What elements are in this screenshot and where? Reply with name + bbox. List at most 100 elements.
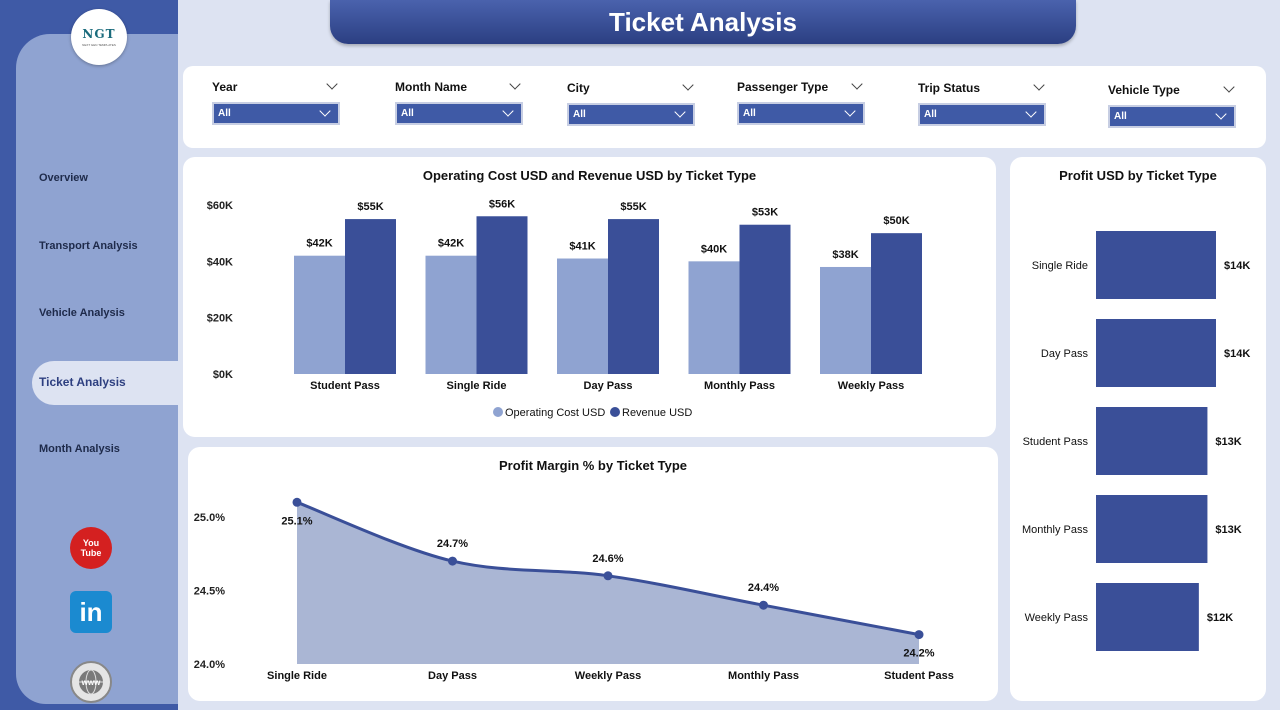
chevron-down-icon: [502, 105, 514, 117]
data-point: [292, 497, 302, 507]
filter-year-label: Year: [212, 80, 238, 94]
bar: [476, 216, 528, 374]
bar-data-label: $55K: [620, 201, 646, 213]
linkedin-icon[interactable]: in: [70, 591, 112, 633]
filter-vehicle-type: Vehicle Type All: [1108, 81, 1236, 128]
chevron-down-icon[interactable]: [1033, 79, 1045, 91]
bar: [1096, 231, 1216, 299]
filter-year-value: All: [218, 108, 231, 119]
bar-data-label: $42K: [306, 238, 332, 250]
bar-data-label: $12K: [1207, 612, 1233, 624]
data-point: [603, 571, 613, 581]
data-point: [448, 556, 457, 566]
bar-data-label: $50K: [883, 215, 909, 227]
bar: [871, 233, 922, 374]
bar-data-label: $55K: [357, 201, 383, 213]
x-axis-category-label: Monthly Pass: [704, 380, 775, 392]
filter-city: City All: [567, 79, 695, 126]
bar: [425, 255, 477, 374]
y-axis-tick-label: $0K: [213, 369, 233, 381]
filter-trip-status-dropdown[interactable]: All: [918, 103, 1046, 126]
y-axis-category-label: Monthly Pass: [1022, 524, 1089, 536]
filter-city-dropdown[interactable]: All: [567, 103, 695, 126]
x-axis-category-label: Single Ride: [447, 380, 507, 392]
bar-data-label: $42K: [438, 238, 464, 250]
chevron-down-icon: [1025, 106, 1037, 118]
x-axis-category-label: Day Pass: [428, 670, 477, 682]
filter-trip-status-label: Trip Status: [918, 81, 981, 95]
chevron-down-icon[interactable]: [509, 78, 521, 90]
profit-margin-card: Profit Margin % by Ticket Type 24.0% 24.5…: [188, 447, 998, 701]
y-axis-tick-label: 25.0%: [194, 512, 225, 524]
y-axis-category-label: Student Pass: [1023, 436, 1089, 448]
bar: [557, 258, 608, 374]
chevron-down-icon[interactable]: [682, 79, 694, 91]
y-axis-tick-label: 24.5%: [194, 586, 225, 598]
bar: [1096, 583, 1199, 651]
y-axis-category-label: Day Pass: [1041, 348, 1089, 360]
web-icon-text: www: [81, 678, 101, 687]
linkedin-icon-text: in: [79, 596, 103, 627]
nav-item-transport-analysis[interactable]: Transport Analysis: [39, 240, 138, 252]
filter-passenger-type-label: Passenger Type: [737, 80, 829, 94]
y-axis-category-label: Single Ride: [1032, 260, 1088, 272]
cost-revenue-chart-title: Operating Cost USD and Revenue USD by Ti…: [422, 168, 757, 183]
data-label: 25.1%: [281, 515, 312, 527]
data-label: 24.4%: [748, 582, 779, 594]
filter-month-name-dropdown[interactable]: All: [395, 102, 523, 125]
bar-data-label: $14K: [1224, 348, 1250, 360]
logo-text: NGT: [82, 27, 116, 41]
data-point: [914, 630, 924, 640]
nav-item-ticket-analysis[interactable]: Ticket Analysis: [39, 375, 126, 389]
chevron-down-icon: [674, 106, 686, 118]
filter-vehicle-type-value: All: [1114, 111, 1127, 122]
profit-margin-chart: 24.0% 24.5% 25.0% 25.1% Single Ride 24.7% Day …: [194, 497, 954, 682]
data-label: 24.6%: [592, 553, 623, 565]
filter-trip-status: Trip Status All: [918, 79, 1046, 126]
chevron-down-icon[interactable]: [326, 78, 338, 90]
logo-subtitle: NEXT GEN TEMPLATES: [82, 43, 116, 47]
filter-year-dropdown[interactable]: All: [212, 102, 340, 125]
nav-item-overview[interactable]: Overview: [39, 172, 88, 184]
globe-icon[interactable]: www: [70, 661, 112, 703]
y-axis-tick-label: $40K: [207, 256, 233, 268]
youtube-icon-text-top: You: [82, 538, 100, 548]
filter-month-name: Month Name All: [395, 78, 523, 125]
x-axis-category-label: Monthly Pass: [728, 670, 799, 682]
bar: [608, 219, 659, 374]
nav-item-month-analysis[interactable]: Month Analysis: [39, 443, 120, 455]
profit-chart-title: Profit USD by Ticket Type: [1059, 168, 1217, 183]
chevron-down-icon[interactable]: [851, 78, 863, 90]
youtube-icon-text-bottom: Tube: [80, 548, 102, 558]
globe-icon-graphic: www: [79, 669, 103, 695]
filter-passenger-type-dropdown[interactable]: All: [737, 102, 865, 125]
bar: [1096, 319, 1216, 387]
filter-city-label: City: [567, 81, 590, 95]
youtube-icon[interactable]: You Tube: [70, 527, 112, 569]
legend-label: Revenue USD: [622, 407, 692, 419]
x-axis-category-label: Student Pass: [884, 670, 954, 682]
filter-vehicle-type-label: Vehicle Type: [1108, 83, 1180, 97]
bar-data-label: $53K: [752, 207, 778, 219]
filter-year: Year All: [212, 78, 340, 125]
bar-data-label: $56K: [489, 198, 515, 210]
x-axis-category-label: Single Ride: [267, 670, 327, 682]
cost-revenue-chart: $0K $20K $40K $60K $42K $55K Student Pass $42K $…: [207, 198, 922, 419]
data-point: [759, 600, 768, 610]
x-axis-category-label: Weekly Pass: [838, 380, 904, 392]
bar: [345, 219, 396, 374]
y-axis-category-label: Weekly Pass: [1025, 612, 1089, 624]
filter-month-name-label: Month Name: [395, 80, 467, 94]
x-axis-category-label: Student Pass: [310, 380, 380, 392]
nav-item-vehicle-analysis[interactable]: Vehicle Analysis: [39, 307, 125, 319]
filter-month-name-value: All: [401, 108, 414, 119]
bar: [688, 261, 740, 374]
chevron-down-icon[interactable]: [1223, 81, 1235, 93]
chevron-down-icon: [844, 105, 856, 117]
legend-label: Operating Cost USD: [505, 407, 605, 419]
filter-vehicle-type-dropdown[interactable]: All: [1108, 105, 1236, 128]
bar: [739, 224, 791, 374]
x-axis-category-label: Day Pass: [584, 380, 633, 392]
active-nav-highlight: [32, 361, 182, 405]
cost-revenue-card: Operating Cost USD and Revenue USD by Ti…: [183, 157, 996, 437]
